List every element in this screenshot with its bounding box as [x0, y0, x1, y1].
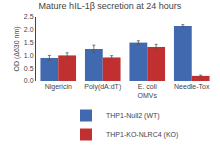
svg-text:0.5: 0.5	[24, 65, 34, 72]
svg-text:Poly(dA:dT): Poly(dA:dT)	[84, 83, 121, 91]
svg-text:2.0: 2.0	[24, 26, 34, 33]
svg-text:THP1-Null2 (WT): THP1-Null2 (WT)	[106, 112, 160, 120]
svg-text:THP1-KO-NLRC4 (KO): THP1-KO-NLRC4 (KO)	[106, 131, 178, 139]
svg-text:2.5: 2.5	[24, 13, 34, 20]
svg-text:Needle-Tox: Needle-Tox	[174, 83, 210, 90]
svg-text:Nigericin: Nigericin	[45, 83, 72, 91]
svg-text:OD (Δ630 nm): OD (Δ630 nm)	[13, 26, 21, 71]
svg-text:0.0: 0.0	[24, 77, 34, 84]
svg-text:1.0: 1.0	[24, 52, 34, 59]
svg-text:Mature hIL-1β secretion at 24: Mature hIL-1β secretion at 24 hours	[39, 1, 182, 11]
svg-text:1.5: 1.5	[24, 39, 34, 46]
svg-text:E. coliOMVs: E. coliOMVs	[138, 83, 158, 99]
